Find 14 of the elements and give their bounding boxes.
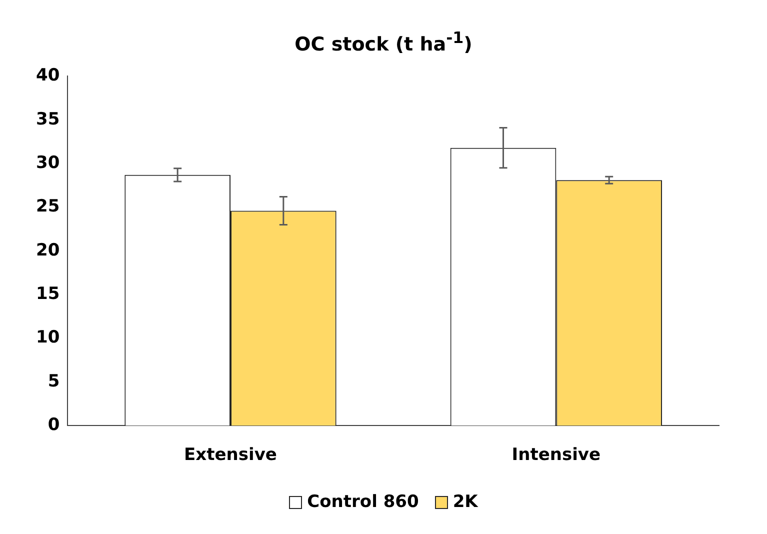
y-tick-label: 30 bbox=[36, 152, 60, 173]
y-tick-label: 0 bbox=[48, 415, 60, 436]
y-tick-label: 25 bbox=[36, 196, 60, 217]
legend-label: 2K bbox=[452, 492, 478, 512]
y-tick-label: 35 bbox=[36, 109, 60, 130]
x-tick-label: Intensive bbox=[512, 445, 601, 466]
y-tick-label: 15 bbox=[36, 284, 60, 304]
y-tick-label: 10 bbox=[36, 328, 60, 348]
y-tick-label: 20 bbox=[36, 240, 60, 260]
y-tick-label: 40 bbox=[36, 66, 60, 86]
legend-label: Control 860 bbox=[307, 492, 419, 512]
x-tick-label: Extensive bbox=[184, 445, 277, 466]
chart-title: OC stock (t ha$^{-1}$) bbox=[294, 27, 474, 58]
y-tick-label: 5 bbox=[48, 371, 60, 392]
